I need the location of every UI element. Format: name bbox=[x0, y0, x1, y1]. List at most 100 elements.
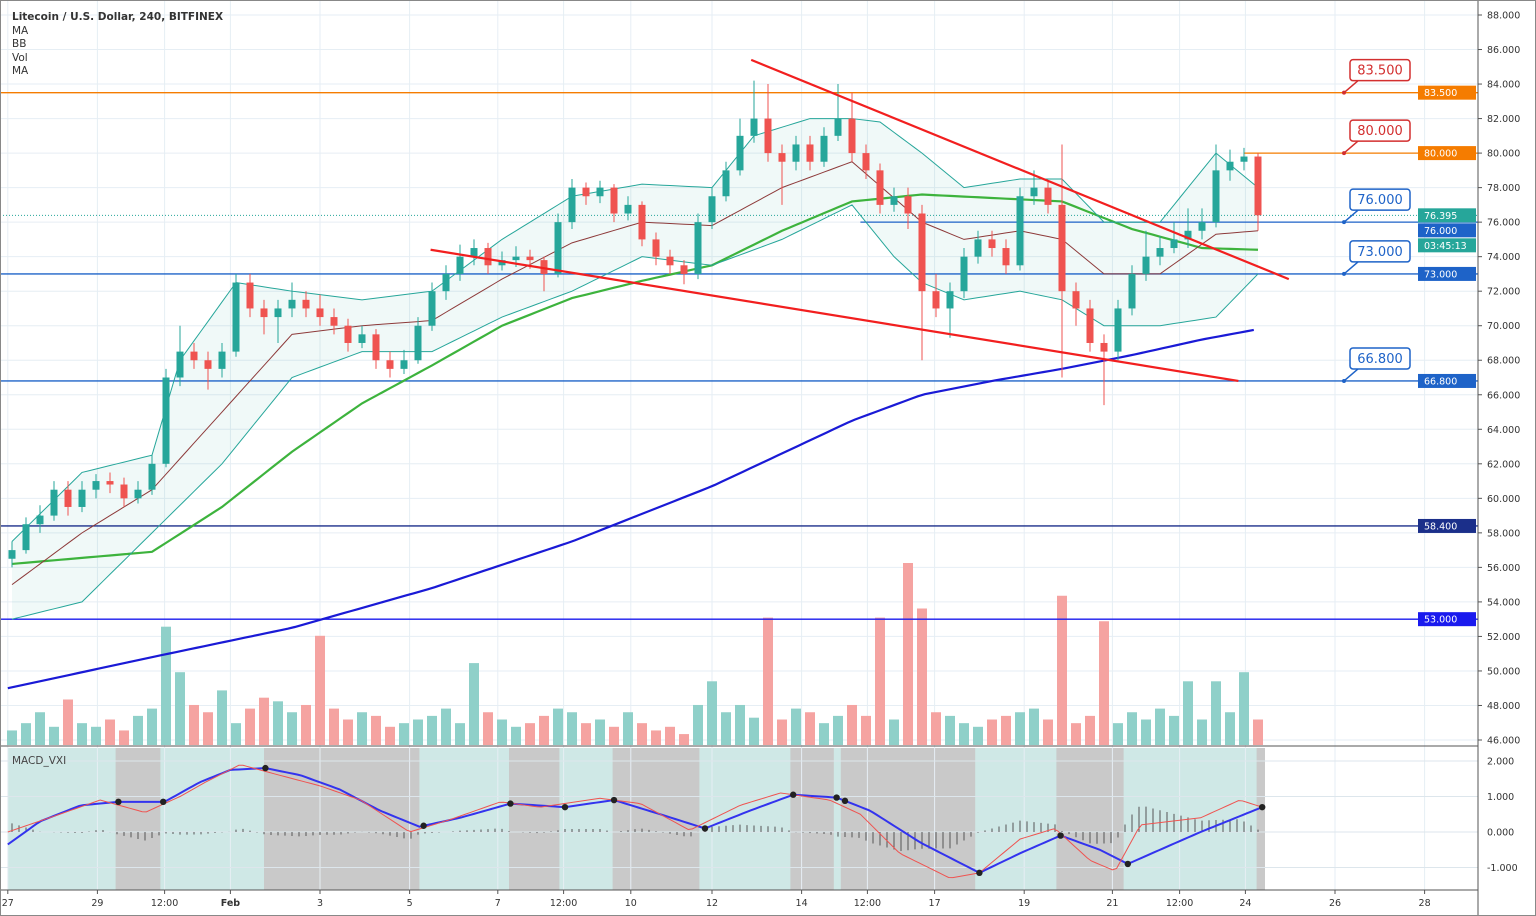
candle-body bbox=[344, 325, 352, 343]
callout-pointer bbox=[1343, 80, 1359, 94]
macd-cross-dot bbox=[420, 822, 427, 829]
price-badge: 73.000 bbox=[1418, 266, 1476, 281]
candle-body bbox=[722, 170, 730, 197]
candle-body bbox=[540, 260, 548, 274]
volume-bar bbox=[763, 617, 773, 745]
price-badge: 83.500 bbox=[1418, 85, 1476, 100]
price-badge: 80.000 bbox=[1418, 146, 1476, 161]
callout-label: 80.000 bbox=[1357, 124, 1403, 139]
candle-body bbox=[274, 308, 282, 318]
volume-bar bbox=[315, 635, 325, 745]
y-tick-label: 58.000 bbox=[1487, 528, 1520, 539]
indicator-vol[interactable]: Vol bbox=[12, 51, 28, 64]
price-badge: 53.000 bbox=[1418, 612, 1476, 627]
candle-body bbox=[134, 489, 142, 499]
y-tick-label: 88.000 bbox=[1487, 11, 1520, 22]
legend: Litecoin / U.S. Dollar, 240, BITFINEX MA… bbox=[12, 11, 223, 79]
volume-bar bbox=[651, 730, 661, 745]
volume-bar bbox=[959, 723, 969, 745]
candle-body bbox=[1254, 156, 1262, 216]
candle-body bbox=[316, 308, 324, 318]
candle-body bbox=[358, 334, 366, 343]
candle-body bbox=[176, 351, 184, 378]
price-badge-text: 76.000 bbox=[1424, 226, 1457, 237]
volume-bar bbox=[1127, 712, 1137, 745]
x-tick-label: 3 bbox=[317, 898, 323, 909]
volume-bar bbox=[1001, 715, 1011, 745]
indicator-bb[interactable]: BB bbox=[12, 38, 27, 51]
volume-bar bbox=[175, 672, 185, 745]
candle-body bbox=[834, 118, 842, 136]
signal-line bbox=[7, 767, 1260, 874]
price-badge-text: 66.800 bbox=[1424, 376, 1457, 387]
volume-bar bbox=[1141, 719, 1151, 745]
macd-y-tick-label: 0.000 bbox=[1487, 828, 1514, 839]
candle-body bbox=[1170, 239, 1178, 249]
indicator-ma[interactable]: MA bbox=[12, 24, 29, 37]
volume-bar bbox=[1029, 708, 1039, 745]
volume-bar bbox=[63, 699, 73, 745]
series-bb-upper bbox=[11, 118, 1259, 542]
macd-cross-dot bbox=[561, 803, 569, 811]
candle-body bbox=[568, 187, 576, 223]
candle-body bbox=[792, 144, 800, 162]
volume-bar bbox=[1043, 719, 1053, 745]
volume-bar bbox=[945, 715, 955, 745]
callout-label: 66.800 bbox=[1357, 352, 1403, 367]
candle-body bbox=[64, 489, 72, 507]
volume-bar bbox=[1183, 681, 1193, 745]
volume-bar bbox=[1071, 723, 1081, 745]
symbol-title: Litecoin / U.S. Dollar, 240, BITFINEX bbox=[12, 11, 224, 23]
volume-bar bbox=[525, 723, 535, 745]
macd-cross-dot bbox=[160, 798, 167, 806]
volume-bar bbox=[749, 717, 759, 745]
candle-body bbox=[1072, 291, 1080, 309]
candle-body bbox=[1184, 230, 1192, 240]
volume-bar bbox=[931, 712, 941, 745]
candle-body bbox=[750, 118, 758, 136]
candle-body bbox=[932, 291, 940, 309]
volume-bar bbox=[441, 708, 451, 745]
candle-body bbox=[582, 187, 590, 197]
volume-bar bbox=[133, 715, 143, 745]
x-tick-label: 24 bbox=[1239, 898, 1251, 909]
volume-bar bbox=[385, 726, 395, 745]
volume-bar bbox=[665, 726, 675, 745]
volume-bar bbox=[973, 726, 983, 745]
price-badge-bg bbox=[1418, 266, 1476, 281]
macd-y-tick-label: 1.000 bbox=[1487, 792, 1514, 803]
volume-bar bbox=[455, 723, 465, 745]
volume-bar bbox=[735, 704, 745, 745]
volume-bar bbox=[35, 712, 45, 745]
volume-bar bbox=[819, 723, 829, 745]
callout-label: 76.000 bbox=[1357, 193, 1403, 208]
macd-cross-dot bbox=[262, 764, 269, 772]
x-tick-label: 12:00 bbox=[151, 898, 178, 909]
y-tick-label: 62.000 bbox=[1487, 459, 1520, 470]
candle-body bbox=[36, 515, 44, 525]
candle-body bbox=[148, 463, 156, 490]
callout-pointer bbox=[1343, 209, 1359, 223]
x-tick-label: 26 bbox=[1329, 898, 1341, 909]
candle-body bbox=[848, 118, 856, 154]
macd-cross-dot bbox=[1124, 860, 1132, 868]
candle-body bbox=[442, 273, 450, 292]
candle-body bbox=[470, 248, 478, 257]
candle-body bbox=[512, 256, 520, 261]
volume-bar bbox=[203, 712, 213, 745]
y-tick-label: 82.000 bbox=[1487, 114, 1520, 125]
candle-body bbox=[1086, 308, 1094, 343]
candle-body bbox=[596, 187, 604, 197]
candle-body bbox=[862, 153, 870, 171]
candle-body bbox=[1128, 273, 1136, 309]
x-tick-label: 28 bbox=[1419, 898, 1431, 909]
countdown-badge-bg bbox=[1418, 238, 1476, 253]
volume-bar bbox=[161, 626, 171, 745]
price-badge-bg bbox=[1418, 223, 1476, 238]
indicator-ma-2[interactable]: MA bbox=[12, 65, 29, 78]
volume-bar bbox=[987, 719, 997, 745]
volume-bar bbox=[707, 681, 717, 745]
candle-body bbox=[1030, 187, 1038, 197]
price-badge-text: 83.500 bbox=[1424, 88, 1457, 99]
